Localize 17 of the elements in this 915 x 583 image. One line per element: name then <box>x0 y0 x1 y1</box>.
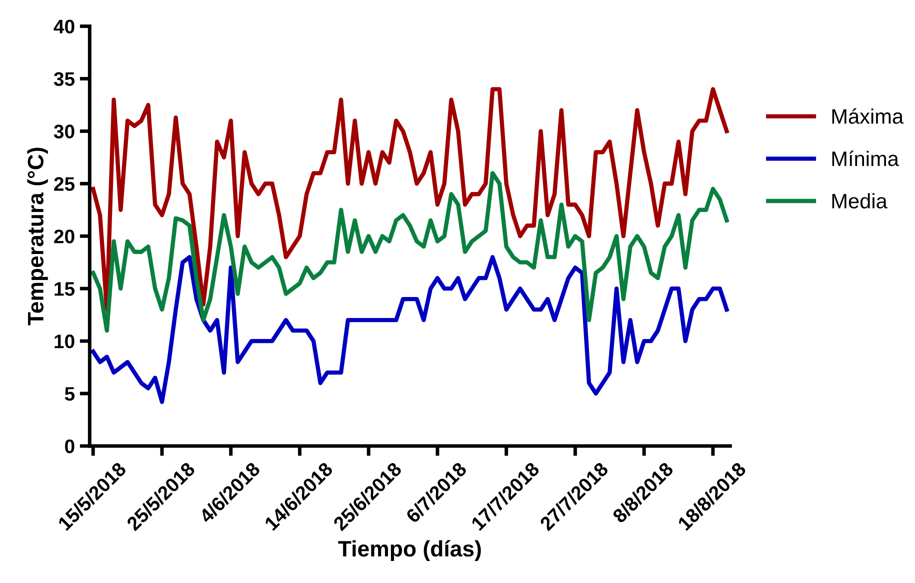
line-series <box>91 87 729 312</box>
y-tick-label: 5 <box>64 387 75 401</box>
y-tick-label: 25 <box>54 177 75 191</box>
y-tick-label: 0 <box>65 439 74 454</box>
legend-label: Media <box>832 193 888 208</box>
y-tick-label: 40 <box>54 20 74 34</box>
y-tick-label: 10 <box>54 334 74 348</box>
y-axis-title: Temperatura (°C) <box>27 148 48 326</box>
y-tick-label: 15 <box>54 282 75 296</box>
y-tick-label: 20 <box>54 230 74 244</box>
line-series <box>91 171 729 333</box>
x-axis-title: Tiempo (días) <box>338 540 481 562</box>
line-series <box>91 255 729 404</box>
y-tick-label: 35 <box>54 72 75 86</box>
legend-label: Máxima <box>832 108 904 124</box>
y-tick-label: 30 <box>54 124 74 138</box>
legend-label: Mínima <box>832 150 899 166</box>
